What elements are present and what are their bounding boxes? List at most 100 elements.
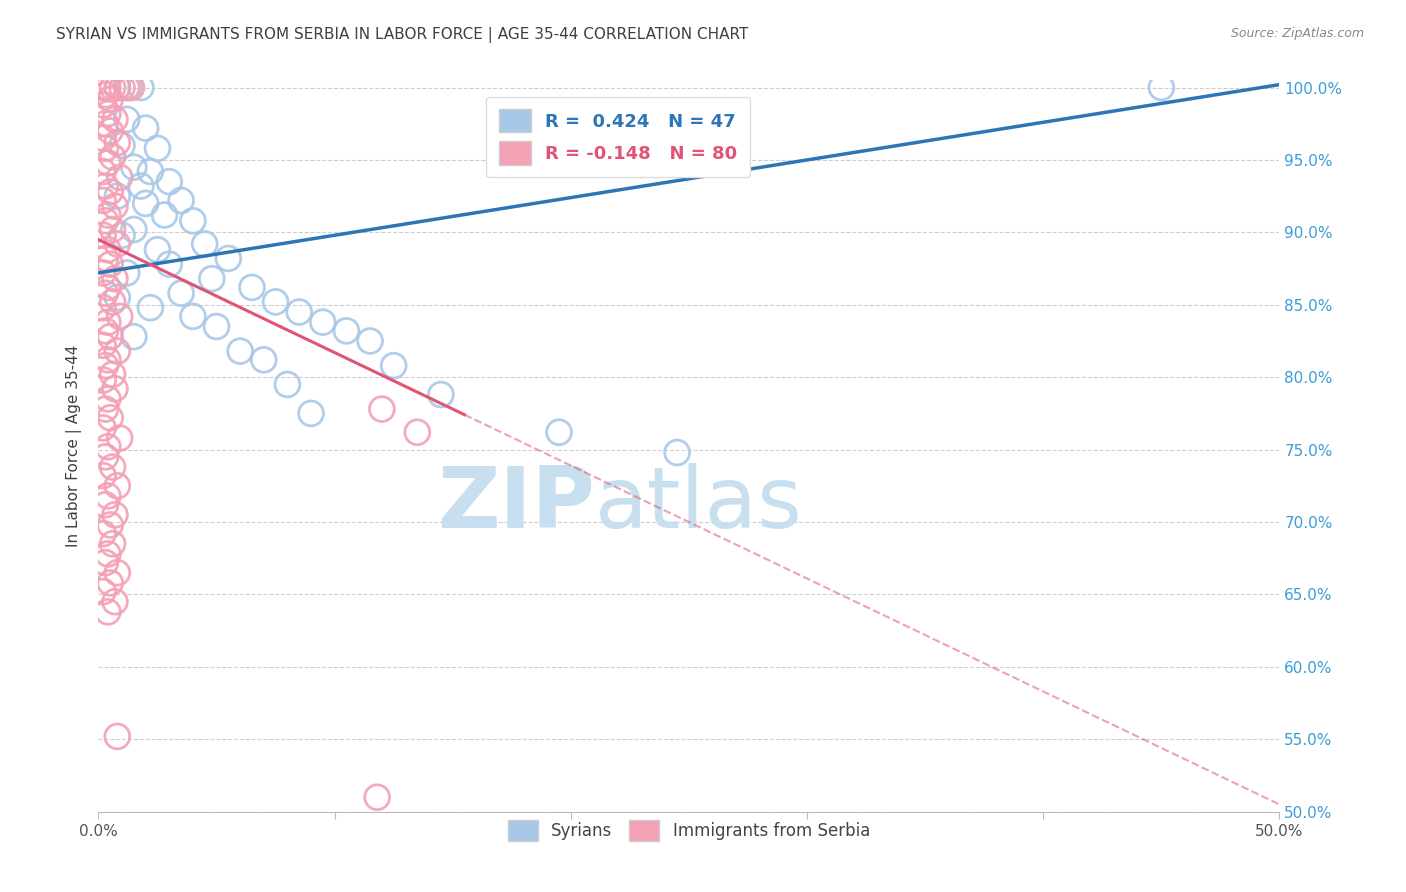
Text: SYRIAN VS IMMIGRANTS FROM SERBIA IN LABOR FORCE | AGE 35-44 CORRELATION CHART: SYRIAN VS IMMIGRANTS FROM SERBIA IN LABO…: [56, 27, 748, 43]
Point: [129, 80, 152, 95]
Point: [430, 387, 453, 401]
Point: [122, 160, 145, 174]
Point: [1150, 80, 1173, 95]
Point: [135, 121, 157, 136]
Legend: Syrians, Immigrants from Serbia: Syrians, Immigrants from Serbia: [498, 810, 880, 851]
Point: [94, 141, 117, 155]
Y-axis label: In Labor Force | Age 35-44: In Labor Force | Age 35-44: [66, 345, 83, 547]
Point: [98, 329, 121, 343]
Point: [205, 319, 228, 334]
Point: [97, 489, 120, 503]
Point: [105, 80, 128, 95]
Point: [94, 402, 117, 417]
Point: [94, 87, 117, 102]
Point: [91, 98, 114, 112]
Point: [299, 406, 322, 420]
Point: [118, 80, 141, 95]
Point: [139, 164, 162, 178]
Point: [135, 196, 157, 211]
Point: [101, 222, 124, 236]
Point: [91, 584, 114, 599]
Point: [104, 112, 127, 127]
Point: [153, 208, 176, 222]
Text: Source: ZipAtlas.com: Source: ZipAtlas.com: [1230, 27, 1364, 40]
Point: [98, 185, 121, 199]
Point: [406, 425, 429, 440]
Point: [217, 252, 239, 266]
Point: [264, 294, 287, 309]
Point: [98, 575, 121, 590]
Point: [181, 214, 204, 228]
Point: [157, 257, 180, 271]
Point: [94, 252, 117, 266]
Point: [170, 286, 193, 301]
Point: [97, 243, 120, 257]
Point: [104, 508, 127, 522]
Point: [108, 170, 131, 185]
Point: [104, 199, 127, 213]
Point: [94, 286, 117, 301]
Point: [121, 80, 143, 95]
Point: [97, 106, 120, 120]
Point: [98, 92, 121, 106]
Point: [115, 80, 138, 95]
Point: [359, 334, 381, 348]
Point: [122, 222, 145, 236]
Point: [288, 305, 311, 319]
Point: [94, 359, 117, 373]
Point: [105, 730, 128, 744]
Point: [276, 377, 298, 392]
Point: [94, 80, 117, 95]
Point: [105, 344, 128, 359]
Point: [94, 450, 117, 464]
Point: [139, 301, 162, 315]
Point: [108, 431, 131, 445]
Point: [104, 271, 127, 285]
Point: [105, 189, 128, 203]
Point: [229, 344, 252, 359]
Point: [122, 329, 145, 343]
Point: [146, 141, 169, 155]
Point: [335, 324, 357, 338]
Point: [181, 310, 204, 324]
Point: [105, 291, 128, 305]
Point: [94, 117, 117, 131]
Point: [382, 359, 405, 373]
Point: [91, 468, 114, 483]
Point: [101, 150, 124, 164]
Point: [91, 526, 114, 541]
Point: [312, 315, 335, 329]
Point: [146, 243, 169, 257]
Point: [94, 214, 117, 228]
Point: [115, 266, 138, 280]
Point: [108, 310, 131, 324]
Point: [105, 236, 128, 251]
Point: [97, 156, 120, 170]
Point: [201, 271, 224, 285]
Text: atlas: atlas: [595, 463, 803, 546]
Point: [111, 228, 134, 243]
Point: [97, 208, 120, 222]
Point: [91, 301, 114, 315]
Point: [666, 445, 689, 459]
Point: [91, 228, 114, 243]
Point: [91, 131, 114, 145]
Text: ZIP: ZIP: [437, 463, 595, 546]
Point: [97, 280, 120, 294]
Point: [105, 479, 128, 493]
Point: [371, 402, 394, 417]
Point: [101, 368, 124, 382]
Point: [240, 280, 263, 294]
Point: [91, 266, 114, 280]
Point: [366, 790, 388, 805]
Point: [98, 410, 121, 425]
Point: [115, 112, 138, 127]
Point: [104, 595, 127, 609]
Point: [91, 194, 114, 208]
Point: [94, 179, 117, 194]
Point: [194, 236, 217, 251]
Point: [98, 517, 121, 532]
Point: [97, 352, 120, 367]
Point: [129, 179, 152, 194]
Point: [91, 373, 114, 387]
